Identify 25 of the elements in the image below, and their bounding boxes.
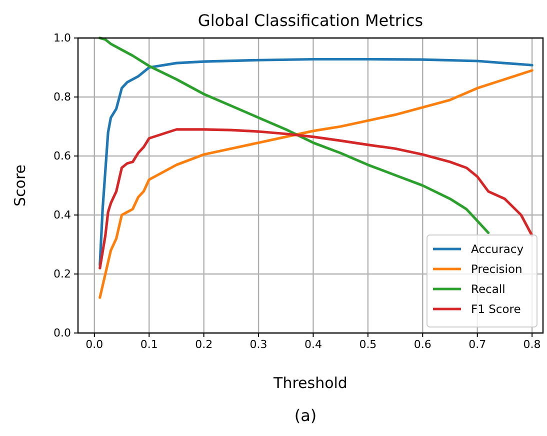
line-series bbox=[98, 69, 534, 299]
y-tick-label: 1.0 bbox=[54, 32, 71, 45]
y-tick-label: 0.4 bbox=[54, 208, 71, 222]
legend-label: Accuracy bbox=[471, 242, 524, 256]
x-tick-label: 0.2 bbox=[195, 338, 213, 351]
line-series bbox=[98, 36, 490, 234]
legend-label: Recall bbox=[471, 282, 506, 296]
x-tick-label: 0.0 bbox=[86, 338, 104, 351]
x-tick-label: 0.3 bbox=[250, 338, 268, 351]
legend-label: F1 Score bbox=[471, 302, 521, 316]
x-tick-label: 0.1 bbox=[140, 338, 158, 351]
x-tick-label: 0.5 bbox=[359, 338, 377, 351]
text: (a) bbox=[294, 406, 317, 425]
chart-title: Global Classification Metrics bbox=[198, 11, 424, 30]
x-tick-label: 0.8 bbox=[523, 338, 541, 351]
x-tick-label: 0.7 bbox=[468, 338, 486, 351]
y-tick-label: 0.2 bbox=[54, 268, 71, 281]
y-tick-label: 0.8 bbox=[54, 90, 71, 104]
x-tick-label: 0.6 bbox=[414, 338, 432, 351]
y-tick-label: 0.0 bbox=[54, 326, 71, 340]
y-tick-label: 0.6 bbox=[54, 150, 71, 163]
y-axis-title: Score bbox=[11, 164, 29, 207]
legend-label: Precision bbox=[471, 262, 522, 276]
x-tick-label: 0.4 bbox=[304, 338, 322, 351]
x-axis-title: Threshold bbox=[272, 374, 348, 392]
